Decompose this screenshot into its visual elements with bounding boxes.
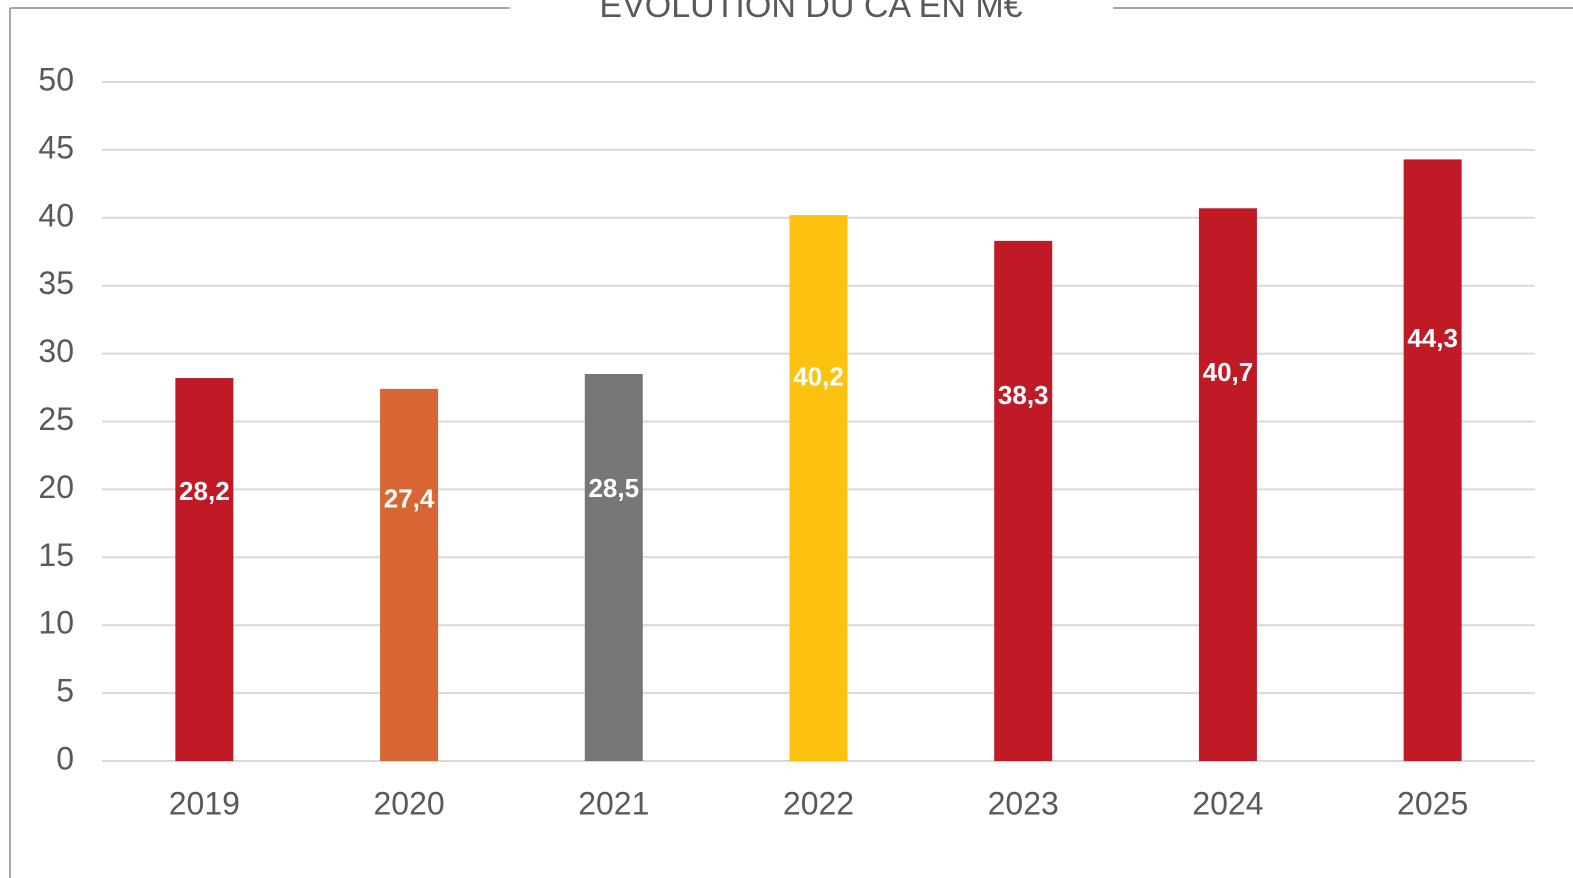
x-tick-label: 2019 <box>169 785 240 821</box>
y-tick-label: 10 <box>38 605 74 641</box>
y-tick-label: 35 <box>38 265 74 301</box>
y-tick-label: 15 <box>38 537 74 573</box>
y-tick-label: 5 <box>56 673 74 709</box>
x-tick-label: 2020 <box>373 785 444 821</box>
data-label: 28,5 <box>588 473 639 503</box>
data-label: 28,2 <box>179 476 230 506</box>
y-tick-label: 40 <box>38 197 74 233</box>
bar <box>584 373 643 761</box>
y-tick-label: 25 <box>38 401 74 437</box>
bar <box>789 215 848 762</box>
chart-title: ÉVOLUTION DU CA EN M€ <box>599 0 1022 25</box>
bar <box>175 378 234 761</box>
y-tick-label: 20 <box>38 469 74 505</box>
y-tick-label: 0 <box>56 740 74 776</box>
data-label: 38,3 <box>998 380 1049 410</box>
x-tick-label: 2023 <box>988 785 1059 821</box>
x-tick-label: 2022 <box>783 785 854 821</box>
bar <box>1403 159 1462 761</box>
y-tick-label: 45 <box>38 129 74 165</box>
data-label: 40,7 <box>1203 357 1254 387</box>
x-tick-label: 2021 <box>578 785 649 821</box>
data-label: 40,2 <box>793 362 844 392</box>
x-tick-label: 2024 <box>1192 785 1263 821</box>
data-label: 27,4 <box>384 483 435 513</box>
bar <box>994 240 1053 762</box>
x-tick-label: 2025 <box>1397 785 1468 821</box>
y-tick-label: 30 <box>38 333 74 369</box>
data-label: 44,3 <box>1407 323 1458 353</box>
bar <box>380 388 439 761</box>
bar <box>1198 208 1257 761</box>
y-tick-label: 50 <box>38 61 74 97</box>
